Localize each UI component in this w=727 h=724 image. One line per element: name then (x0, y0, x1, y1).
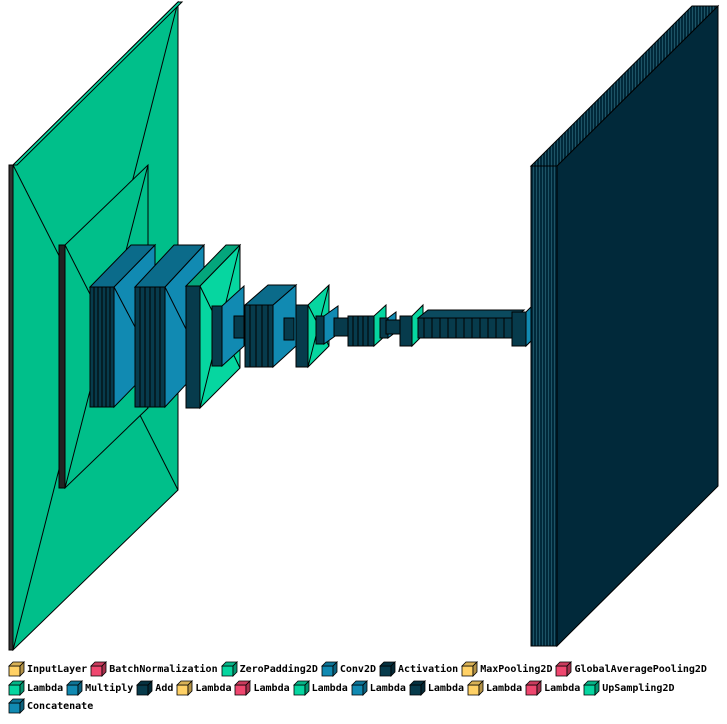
legend-swatch-cube-icon (234, 680, 252, 696)
legend-item: InputLayer (8, 660, 87, 678)
legend-label: Multiply (85, 682, 134, 694)
flatten-bar (416, 304, 533, 348)
legend-swatch-cube-icon (176, 680, 194, 696)
legend-item: Multiply (66, 679, 133, 697)
legend-label: Lambda (427, 682, 464, 694)
legend-item: Conv2D (320, 660, 376, 678)
legend-item: Concatenate (8, 697, 93, 715)
legend-row: InputLayer BatchNormalization ZeroPadding2… (8, 660, 710, 678)
legend-swatch-cube-icon (8, 661, 25, 677)
legend-label: Concatenate (27, 700, 94, 712)
legend-item: Lambda (8, 679, 63, 697)
output-volume-block (529, 4, 720, 648)
legend-item: MaxPooling2D (461, 660, 552, 678)
legend-item: BatchNormalization (90, 660, 218, 678)
legend-swatch-cube-icon (292, 680, 310, 696)
legend-label: Lambda (27, 682, 64, 694)
legend-item: Lambda (234, 679, 290, 697)
conv-stack-5 (333, 303, 424, 348)
legend-label: Conv2D (339, 663, 376, 675)
zero-padding-block (184, 243, 245, 410)
legend: InputLayer BatchNormalization ZeroPadding2… (8, 660, 723, 722)
legend-label: Activation (398, 663, 459, 675)
legend-item: Lambda (467, 679, 522, 697)
legend-item: Lambda (408, 679, 464, 697)
legend-item: Lambda (292, 679, 348, 697)
legend-item: Activation (379, 660, 458, 678)
legend-label: BatchNormalization (109, 663, 218, 675)
legend-label: Lambda (253, 682, 290, 694)
legend-label: UpSampling2D (602, 682, 675, 694)
legend-row: Lambda Multiply Add Lambda Lambda Lambda Lambd… (8, 679, 677, 697)
legend-swatch-cube-icon (66, 680, 84, 696)
legend-label: Lambda (195, 682, 232, 694)
legend-label: Lambda (544, 682, 581, 694)
legend-swatch-cube-icon (408, 680, 426, 696)
legend-label: Lambda (311, 682, 348, 694)
legend-item: Lambda (525, 679, 580, 697)
legend-swatch-cube-icon (525, 680, 543, 696)
legend-item: Lambda (176, 679, 231, 697)
legend-swatch-cube-icon (320, 661, 338, 677)
legend-label: InputLayer (27, 663, 88, 675)
legend-swatch-cube-icon (583, 680, 601, 696)
legend-label: Add (155, 682, 174, 694)
legend-item: Lambda (350, 679, 406, 697)
legend-label: MaxPooling2D (480, 663, 553, 675)
legend-item: ZeroPadding2D (220, 660, 318, 678)
legend-swatch-cube-icon (555, 661, 573, 677)
conv-stack-2 (133, 243, 206, 409)
conv-stack-3 (233, 283, 298, 369)
legend-item: Add (136, 679, 173, 697)
legend-swatch-cube-icon (467, 680, 484, 696)
legend-label: Lambda (485, 682, 523, 694)
legend-swatch-cube-icon (136, 680, 154, 696)
legend-label: ZeroPadding2D (239, 663, 318, 675)
legend-swatch-cube-icon (379, 661, 396, 677)
legend-row: Concatenate (8, 697, 96, 715)
legend-swatch-cube-icon (8, 680, 25, 696)
legend-label: GlobalAveragePooling2D (574, 663, 707, 675)
legend-swatch-cube-icon (350, 680, 368, 696)
legend-swatch-cube-icon (90, 661, 108, 677)
network-layer-diagram (8, 0, 720, 652)
legend-item: UpSampling2D (583, 679, 674, 697)
legend-swatch-cube-icon (220, 661, 238, 677)
legend-label: Lambda (369, 682, 406, 694)
conv-block-4 (295, 283, 339, 369)
legend-item: GlobalAveragePooling2D (555, 660, 707, 678)
legend-swatch-cube-icon (461, 661, 479, 677)
legend-swatch-cube-icon (8, 698, 25, 714)
